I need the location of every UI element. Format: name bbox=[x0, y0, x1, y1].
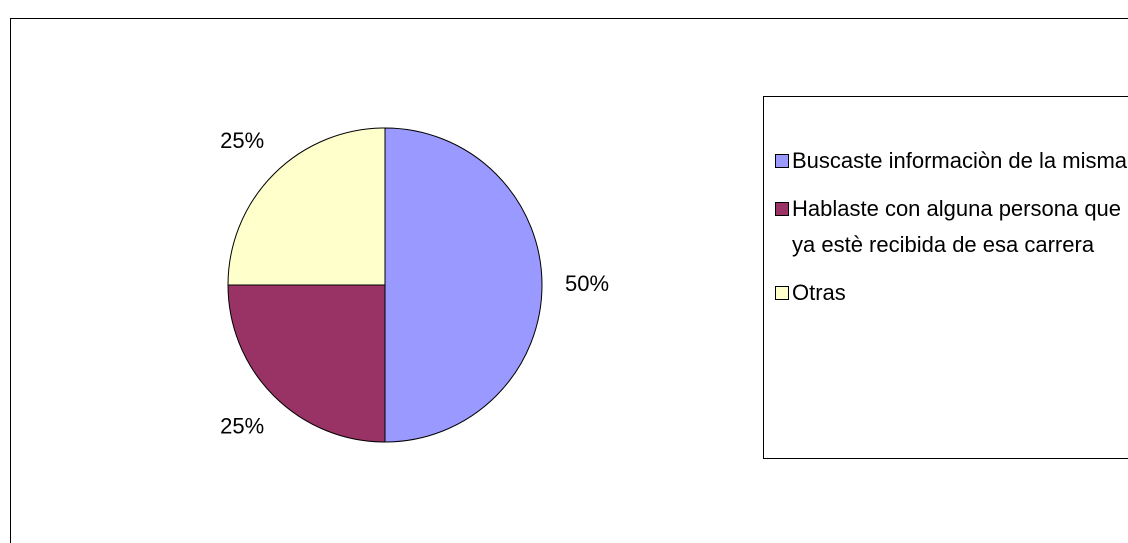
legend-line: Hablaste con alguna persona que bbox=[792, 196, 1121, 221]
data-label: 50% bbox=[565, 271, 609, 296]
legend-line: ya estè recibida de esa carrera bbox=[792, 232, 1095, 257]
pie-slice bbox=[384, 127, 543, 443]
legend-swatch bbox=[775, 154, 789, 168]
legend-line: Otras bbox=[792, 280, 846, 305]
pie-slice bbox=[227, 127, 386, 286]
data-label: 25% bbox=[220, 414, 264, 439]
pie-slice bbox=[227, 284, 386, 443]
data-label: 25% bbox=[220, 128, 264, 153]
legend-swatch bbox=[775, 202, 789, 216]
legend-line: Buscaste informaciòn de la misma bbox=[792, 148, 1128, 173]
legend-box bbox=[763, 96, 1128, 459]
legend-label: Hablaste con alguna persona que ya estè r… bbox=[792, 196, 1121, 257]
legend-label: Buscaste informaciòn de la misma bbox=[792, 148, 1128, 173]
legend-swatch bbox=[775, 286, 789, 300]
legend-label: Otras bbox=[792, 280, 846, 305]
